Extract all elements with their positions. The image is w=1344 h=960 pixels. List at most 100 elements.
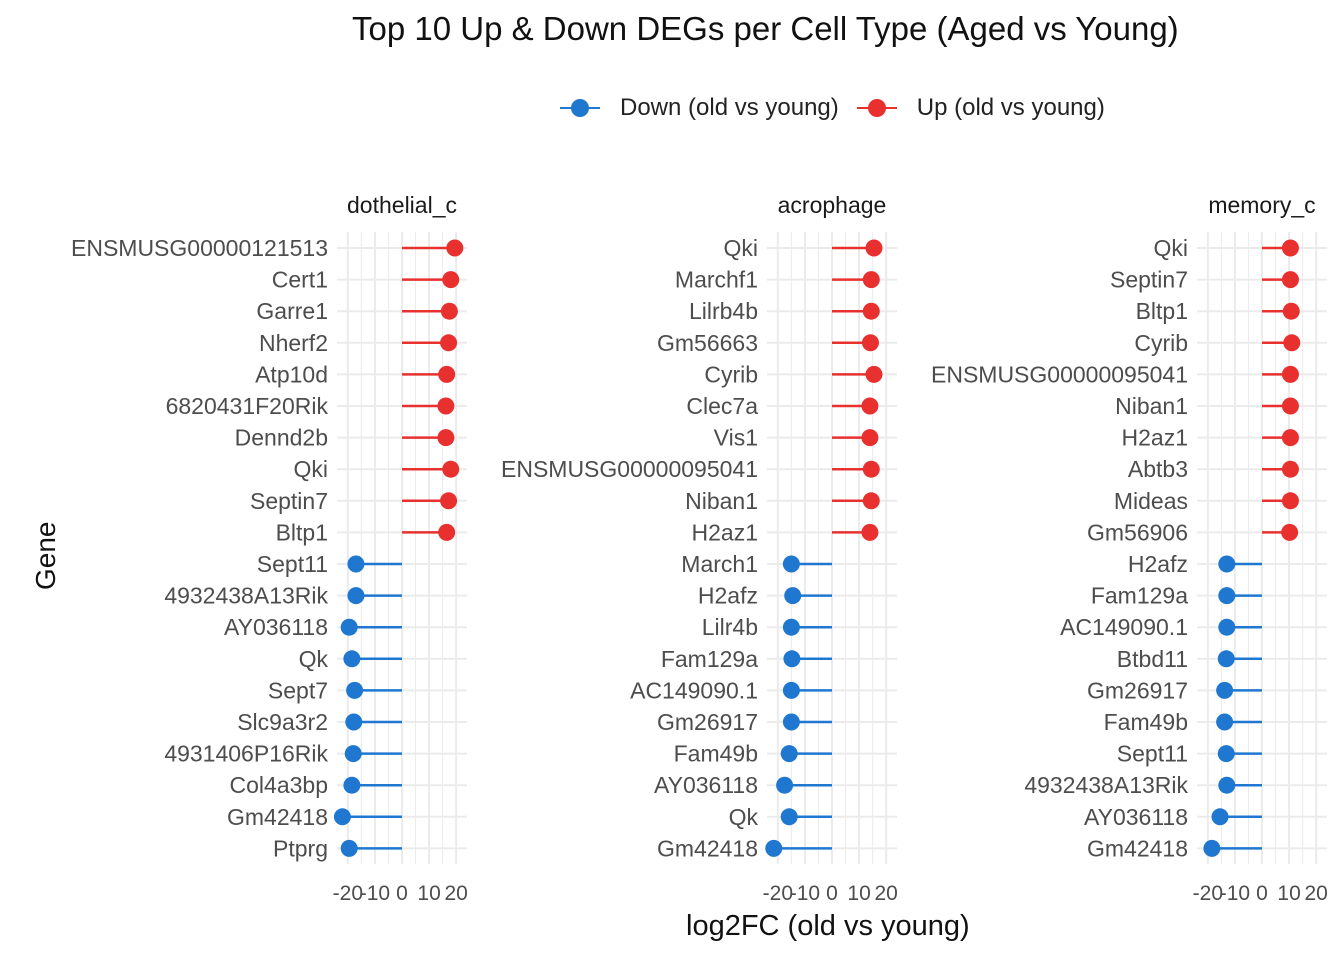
x-tick-label: -10 [1220,882,1250,905]
y-tick-label: Gm26917 [657,709,758,735]
facet-strip-label: memory_c [1208,192,1315,218]
lollipop-point [1281,460,1299,478]
y-tick-label: Gm42418 [1087,835,1188,861]
x-axis-title: log2FC (old vs young) [686,910,970,942]
lollipop-point [865,239,883,257]
y-tick-label: Atp10d [255,361,328,387]
lollipop-point [1217,650,1235,668]
y-tick-label: 4932438A13Rik [164,583,328,609]
lollipop-point [437,397,455,415]
y-tick-label: Cyrib [704,361,758,387]
y-tick-label: Gm56906 [1087,519,1188,545]
lollipop-point [1281,397,1299,415]
x-tick-label: -20 [763,882,793,905]
chart-title: Top 10 Up & Down DEGs per Cell Type (Age… [352,10,1179,47]
lollipop-point [440,492,458,510]
y-tick-label: Qki [1154,235,1189,261]
lollipop-point [862,460,880,478]
lollipop-point [340,618,358,636]
y-tick-label: Lilrb4b [689,298,758,324]
legend-label-up: Up (old vs young) [916,94,1105,121]
lollipop-point [446,239,464,257]
y-tick-label: Slc9a3r2 [237,709,328,735]
lollipop-point [1218,587,1236,605]
y-tick-label: Qk [299,646,329,672]
legend-item-up: Up (old vs young) [856,93,1105,123]
legend-key-down [560,93,600,123]
y-tick-label: ENSMUSG00000121513 [71,235,328,261]
y-tick-label: Niban1 [685,488,758,514]
y-tick-label: H2az1 [692,519,758,545]
lollipop-point [1281,271,1299,289]
x-tick-label: -10 [790,882,820,905]
x-tick-label: -20 [1193,882,1223,905]
lollipop-point [1216,713,1234,731]
y-tick-label: Dennd2b [235,425,328,451]
lollipop-point [343,650,361,668]
y-tick-label: AY036118 [224,614,328,640]
lollipop-point [780,745,798,763]
x-tick-label: 10 [1277,882,1300,905]
legend-key-up [856,93,897,123]
y-tick-label: Marchf1 [675,267,758,293]
y-tick-label: Gm42418 [227,804,328,830]
lollipop-point [1281,523,1299,541]
y-tick-label: AY036118 [654,772,758,798]
lollipop-point [1218,776,1236,794]
lollipop-point [437,429,455,447]
lollipop-point [343,776,361,794]
lollipop-point [765,839,783,857]
x-tick-label: 0 [1256,882,1268,905]
y-tick-label: Niban1 [1115,393,1188,419]
lollipop-point [1281,492,1299,510]
y-tick-label: March1 [681,551,758,577]
y-tick-label: Bltp1 [276,519,328,545]
y-tick-label: Sept7 [268,677,328,703]
lollipop-point [344,745,362,763]
y-tick-label: Garre1 [256,298,328,324]
y-tick-label: Bltp1 [1136,298,1188,324]
lollipop-point [782,618,800,636]
y-tick-label: Gm26917 [1087,677,1188,703]
y-tick-label: Nherf2 [259,330,328,356]
x-tick-label: 0 [826,882,838,905]
legend-item-down: Down (old vs young) [560,93,839,123]
lollipop-point [438,523,456,541]
x-tick-label: 10 [847,882,870,905]
lollipop-point [333,808,351,826]
y-tick-label: Sept11 [257,551,328,577]
lollipop-point [1211,808,1229,826]
lollipop-point [438,365,456,383]
lollipop-point [1283,334,1301,352]
lollipop-point [776,776,794,794]
y-tick-label: Qk [729,804,759,830]
y-tick-label: Sept11 [1117,741,1188,767]
lollipop-point [782,681,800,699]
lollipop-point [1203,839,1221,857]
x-tick-label: 10 [417,882,440,905]
y-tick-label: Septin7 [250,488,328,514]
y-tick-label: Vis1 [714,425,758,451]
legend: Down (old vs young) Up (old vs young) [560,92,1123,124]
x-tick-label: 0 [396,882,408,905]
y-tick-label: 4931406P16Rik [164,741,328,767]
lollipop-point [861,429,879,447]
lollipop-point [440,302,458,320]
lollipop-point [1281,239,1299,257]
lollipop-point [783,650,801,668]
y-tick-label: Abtb3 [1128,456,1188,482]
lollipop-point [861,334,879,352]
y-tick-label: Septin7 [1110,267,1188,293]
lollipop-point [782,713,800,731]
lollipop-point [862,302,880,320]
lollipop-point [1281,365,1299,383]
x-tick-label: 20 [444,882,467,905]
y-tick-label: Mideas [1114,488,1188,514]
y-tick-label: AY036118 [1084,804,1188,830]
lollipop-point [1218,618,1236,636]
y-tick-label: Gm42418 [657,835,758,861]
lollipop-point [865,365,883,383]
facet-panel-1: dothelial_c ENSMUSG00000121513 Cert1 Garre1… [71,192,468,905]
lollipop-point [1281,429,1299,447]
